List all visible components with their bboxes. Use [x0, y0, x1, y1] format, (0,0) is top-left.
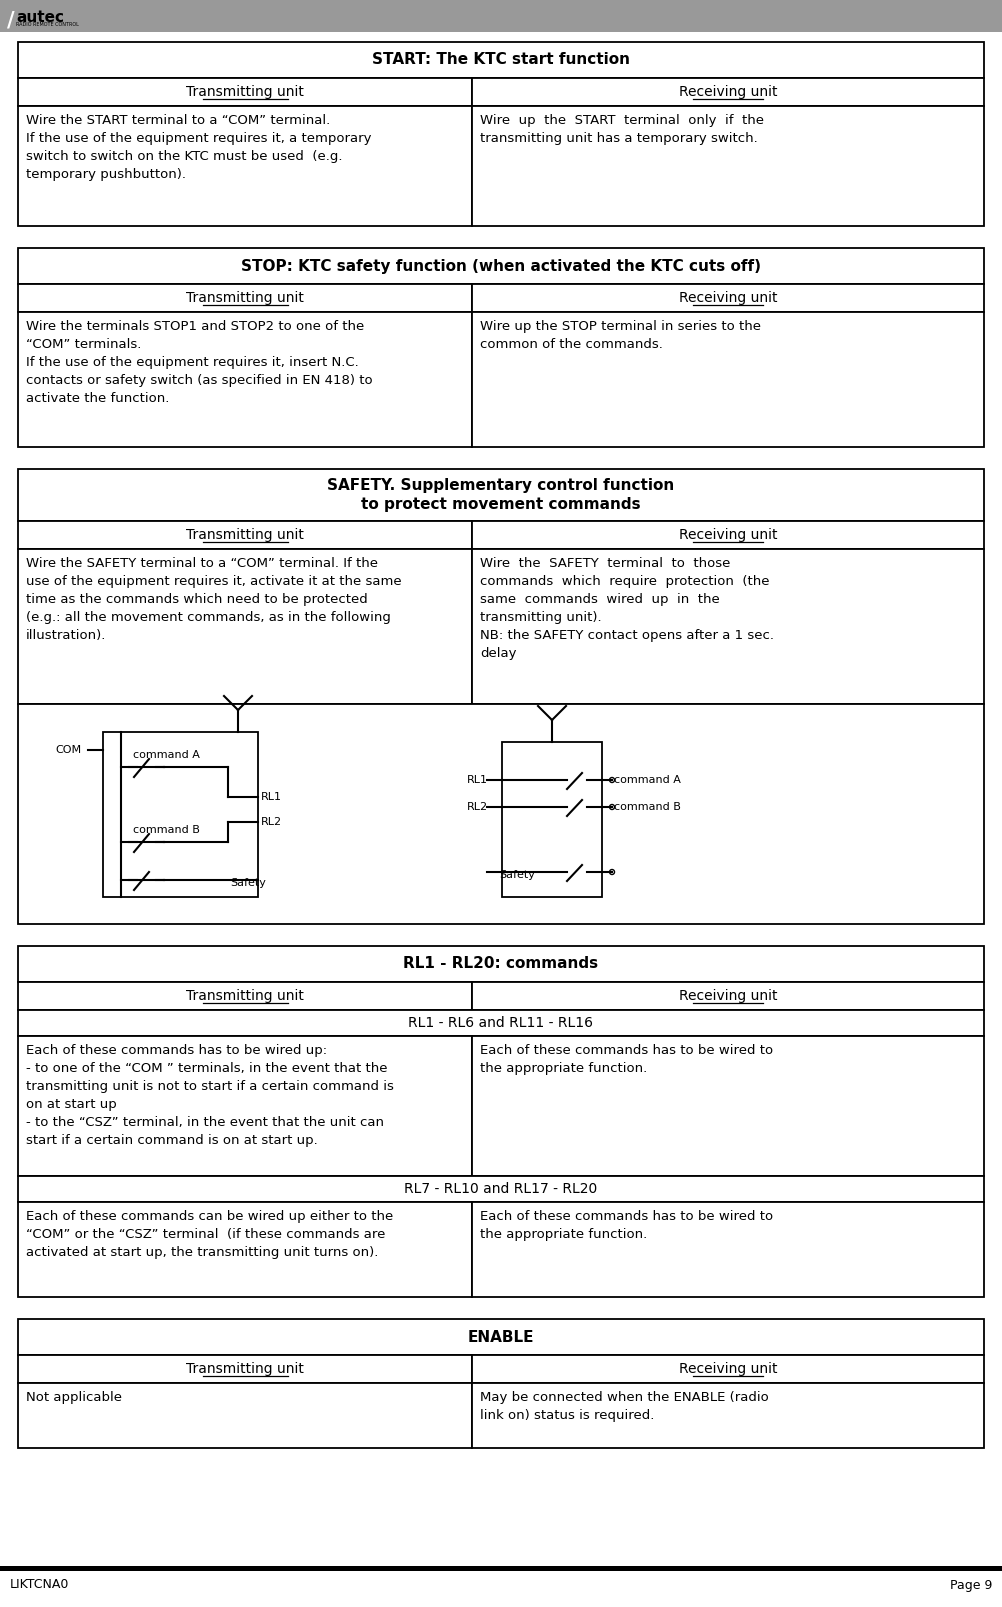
Text: RL1: RL1: [467, 775, 488, 784]
Text: STOP: KTC safety function (when activated the KTC cuts off): STOP: KTC safety function (when activate…: [241, 259, 761, 273]
Text: Receiving unit: Receiving unit: [678, 291, 778, 305]
Bar: [18, 982, 472, 1011]
Bar: [18, 469, 984, 521]
Text: Each of these commands has to be wired to
the appropriate function.: Each of these commands has to be wired t…: [480, 1045, 774, 1075]
Text: RADIO REMOTE CONTROL: RADIO REMOTE CONTROL: [16, 22, 79, 27]
Bar: [18, 42, 984, 79]
Text: COM: COM: [55, 746, 81, 755]
Text: Receiving unit: Receiving unit: [678, 988, 778, 1003]
Bar: [472, 79, 984, 106]
Text: Transmitting unit: Transmitting unit: [186, 529, 304, 542]
Text: Transmitting unit: Transmitting unit: [186, 85, 304, 100]
Bar: [18, 1355, 472, 1384]
Text: Safety: Safety: [230, 877, 266, 889]
Text: Each of these commands has to be wired to
the appropriate function.: Each of these commands has to be wired t…: [480, 1210, 774, 1241]
Text: Wire the SAFETY terminal to a “COM” terminal. If the
use of the equipment requir: Wire the SAFETY terminal to a “COM” term…: [26, 558, 402, 643]
Bar: [18, 247, 984, 284]
Bar: [18, 1011, 984, 1037]
Text: Transmitting unit: Transmitting unit: [186, 1363, 304, 1376]
Bar: [0, 1565, 1002, 1572]
Bar: [18, 704, 984, 924]
Bar: [18, 1319, 984, 1355]
Text: command B: command B: [614, 802, 681, 812]
Text: Wire  up  the  START  terminal  only  if  the
transmitting unit has a temporary : Wire up the START terminal only if the t…: [480, 114, 764, 145]
Bar: [472, 1384, 984, 1448]
Bar: [472, 106, 984, 227]
Bar: [472, 312, 984, 447]
Text: command A: command A: [133, 750, 199, 760]
Text: Transmitting unit: Transmitting unit: [186, 988, 304, 1003]
Text: RL2: RL2: [261, 816, 283, 828]
Bar: [472, 1037, 984, 1176]
Text: RL1 - RL6 and RL11 - RL16: RL1 - RL6 and RL11 - RL16: [409, 1016, 593, 1030]
Bar: [0, 0, 1002, 32]
Bar: [18, 79, 472, 106]
Bar: [18, 106, 472, 227]
Text: RL1: RL1: [261, 792, 282, 802]
Bar: [472, 521, 984, 550]
Text: May be connected when the ENABLE (radio
link on) status is required.: May be connected when the ENABLE (radio …: [480, 1392, 769, 1422]
Text: Wire  the  SAFETY  terminal  to  those
commands  which  require  protection  (th: Wire the SAFETY terminal to those comman…: [480, 558, 774, 660]
Bar: [18, 947, 984, 982]
Bar: [502, 742, 602, 897]
Bar: [18, 550, 472, 704]
Text: LIKTCNA0: LIKTCNA0: [10, 1578, 69, 1591]
Text: Wire up the STOP terminal in series to the
common of the commands.: Wire up the STOP terminal in series to t…: [480, 320, 762, 350]
Bar: [472, 982, 984, 1011]
Bar: [18, 521, 472, 550]
Bar: [103, 733, 258, 897]
Bar: [472, 1355, 984, 1384]
Text: Wire the START terminal to a “COM” terminal.
If the use of the equipment require: Wire the START terminal to a “COM” termi…: [26, 114, 372, 182]
Text: Each of these commands can be wired up either to the
“COM” or the “CSZ” terminal: Each of these commands can be wired up e…: [26, 1210, 393, 1258]
Bar: [18, 1202, 472, 1297]
Bar: [18, 312, 472, 447]
Bar: [472, 1202, 984, 1297]
Text: Page 9: Page 9: [950, 1578, 992, 1591]
Bar: [18, 1384, 472, 1448]
Text: command A: command A: [614, 775, 681, 784]
Bar: [472, 284, 984, 312]
Text: RL2: RL2: [467, 802, 488, 812]
Text: ENABLE: ENABLE: [468, 1329, 534, 1345]
Text: Safety: Safety: [499, 869, 535, 881]
Bar: [18, 284, 472, 312]
Bar: [18, 1176, 984, 1202]
Text: SAFETY. Supplementary control function
to protect movement commands: SAFETY. Supplementary control function t…: [328, 477, 674, 513]
Text: RL1 - RL20: commands: RL1 - RL20: commands: [404, 956, 598, 972]
Text: command B: command B: [133, 824, 199, 836]
Text: Each of these commands has to be wired up:
- to one of the “COM ” terminals, in : Each of these commands has to be wired u…: [26, 1045, 394, 1147]
Text: Receiving unit: Receiving unit: [678, 1363, 778, 1376]
Text: Receiving unit: Receiving unit: [678, 85, 778, 100]
Text: RL7 - RL10 and RL17 - RL20: RL7 - RL10 and RL17 - RL20: [405, 1183, 597, 1196]
Text: Transmitting unit: Transmitting unit: [186, 291, 304, 305]
Bar: [18, 1037, 472, 1176]
Text: START: The KTC start function: START: The KTC start function: [372, 53, 630, 67]
Text: autec: autec: [16, 10, 64, 26]
Text: Wire the terminals STOP1 and STOP2 to one of the
“COM” terminals.
If the use of : Wire the terminals STOP1 and STOP2 to on…: [26, 320, 373, 405]
Text: Not applicable: Not applicable: [26, 1392, 122, 1405]
Text: /: /: [7, 10, 15, 31]
Bar: [472, 550, 984, 704]
Text: Receiving unit: Receiving unit: [678, 529, 778, 542]
